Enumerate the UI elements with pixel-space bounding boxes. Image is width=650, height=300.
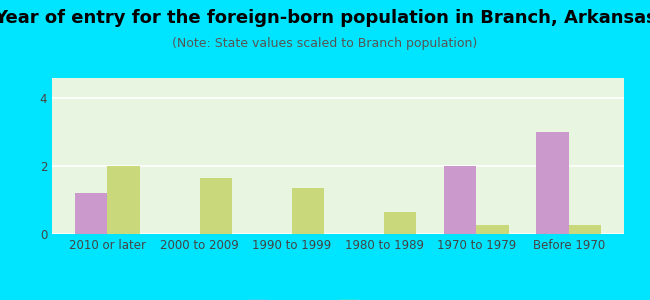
Bar xyxy=(536,132,569,234)
Bar xyxy=(200,178,232,234)
Bar xyxy=(75,193,107,234)
Bar xyxy=(292,188,324,234)
Bar xyxy=(476,224,509,234)
Text: Year of entry for the foreign-born population in Branch, Arkansas: Year of entry for the foreign-born popul… xyxy=(0,9,650,27)
Bar xyxy=(384,212,417,234)
Bar xyxy=(107,166,140,234)
Text: (Note: State values scaled to Branch population): (Note: State values scaled to Branch pop… xyxy=(172,38,478,50)
Bar xyxy=(569,224,601,234)
Bar xyxy=(444,166,476,234)
